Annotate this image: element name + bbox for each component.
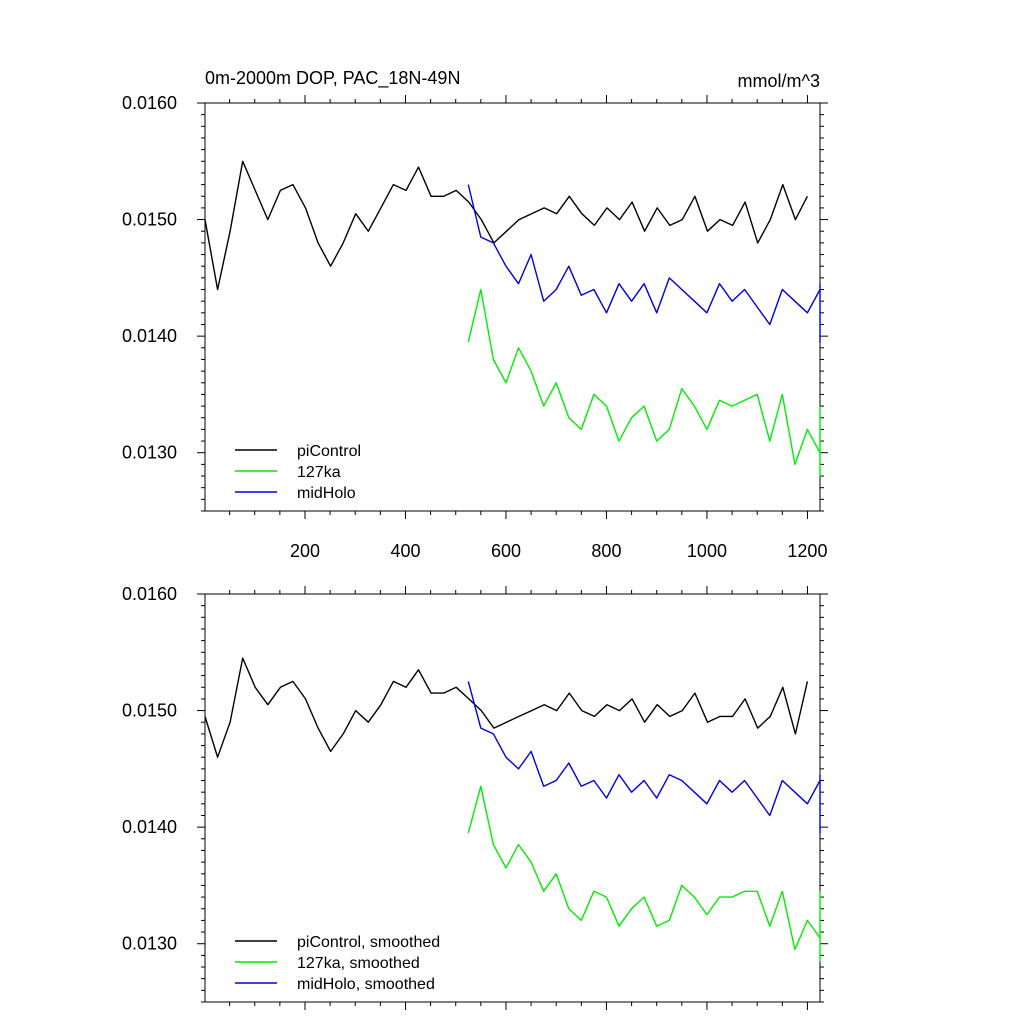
y-tick-label: 0.0130 [122, 443, 177, 463]
x-tick-label: 1200 [787, 541, 827, 561]
series-line-midholo-smoothed [467, 681, 821, 834]
legend-label-127ka-smoothed: 127ka, smoothed [297, 955, 420, 972]
x-tick-label: 1000 [687, 541, 727, 561]
x-tick-label: 400 [390, 541, 420, 561]
x-tick-label: 800 [591, 541, 621, 561]
axis-ticks: 200 400 600 800 1000 1200 0.0160 0.0150 0.0140 0.… [122, 93, 828, 561]
series-lines [204, 160, 821, 477]
legend: piControl, smoothed 127ka, smoothed midH… [235, 934, 440, 993]
series-line-127ka [467, 288, 821, 477]
y-tick-label: 0.0150 [122, 701, 177, 721]
legend-label-midholo-smoothed: midHolo, smoothed [297, 976, 435, 993]
legend-label-picontrol-smoothed: piControl, smoothed [297, 934, 440, 951]
bottom-panel: 0.0160 0.0150 0.0140 0.0130 piControl, smoo… [122, 584, 828, 1010]
chart-units: mmol/m^3 [738, 71, 820, 91]
y-tick-label: 0.0140 [122, 817, 177, 837]
chart-title: 0m-2000m DOP, PAC_18N-49N [205, 68, 460, 89]
y-tick-label: 0.0160 [122, 584, 177, 604]
series-line-127ka-smoothed [467, 785, 821, 962]
y-tick-label: 0.0160 [122, 93, 177, 113]
series-line-picontrol-smoothed [204, 657, 809, 758]
x-tick-label: 200 [290, 541, 320, 561]
legend-label-picontrol: piControl [297, 443, 361, 460]
y-tick-label: 0.0140 [122, 326, 177, 346]
legend: piControl 127ka midHolo [235, 443, 361, 502]
legend-label-127ka: 127ka [297, 464, 341, 481]
legend-label-midholo: midHolo [297, 485, 356, 502]
series-line-picontrol [204, 160, 809, 291]
axis-ticks: 0.0160 0.0150 0.0140 0.0130 [122, 584, 828, 1010]
series-lines [204, 657, 821, 962]
y-tick-label: 0.0150 [122, 210, 177, 230]
y-tick-label: 0.0130 [122, 934, 177, 954]
x-tick-label: 600 [491, 541, 521, 561]
top-panel: 0m-2000m DOP, PAC_18N-49N mmol/m^3 200 40… [122, 68, 828, 561]
series-line-midholo [467, 184, 821, 343]
